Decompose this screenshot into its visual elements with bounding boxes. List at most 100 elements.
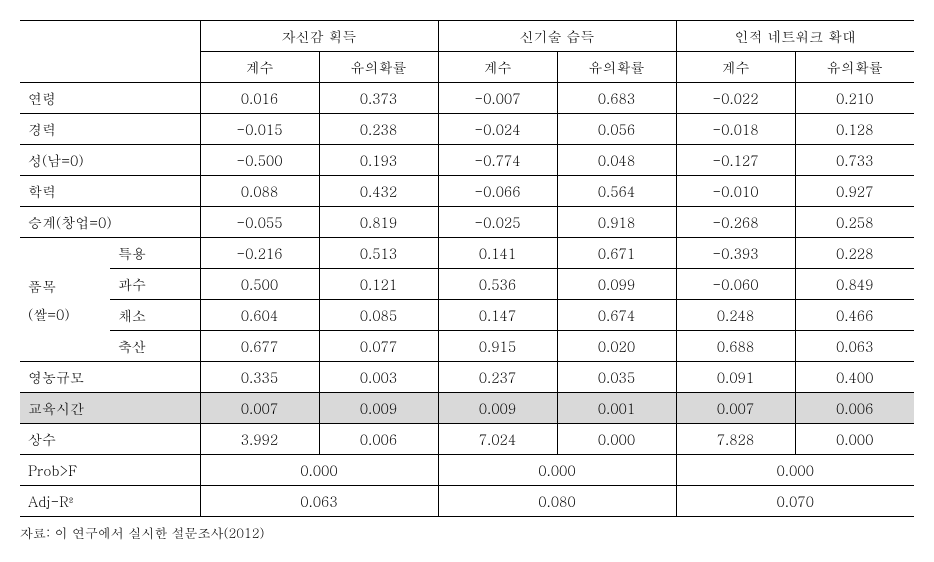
cell: 0.020 bbox=[557, 331, 676, 362]
cell: 0.007 bbox=[200, 393, 319, 424]
cell: 0.536 bbox=[438, 269, 557, 300]
cell: 0.248 bbox=[676, 300, 795, 331]
row-group-label-2: (쌀=0) bbox=[20, 300, 110, 362]
cell: -0.055 bbox=[200, 207, 319, 238]
cell: 0.006 bbox=[795, 393, 914, 424]
row-label: 영농규모 bbox=[20, 362, 200, 393]
row-sublabel: 채소 bbox=[110, 300, 200, 331]
cell: 0.000 bbox=[795, 424, 914, 455]
cell: 3.992 bbox=[200, 424, 319, 455]
cell: 0.000 bbox=[438, 455, 676, 486]
cell: 0.009 bbox=[319, 393, 438, 424]
row-label: Prob>F bbox=[20, 455, 200, 486]
cell: 0.016 bbox=[200, 83, 319, 114]
cell: 0.085 bbox=[319, 300, 438, 331]
header-pval-1: 유의확률 bbox=[319, 52, 438, 83]
row-group-label-1: 품목 bbox=[20, 238, 110, 300]
cell: 0.918 bbox=[557, 207, 676, 238]
cell: 0.674 bbox=[557, 300, 676, 331]
cell: 0.141 bbox=[438, 238, 557, 269]
table-row: Adj-R² 0.063 0.080 0.070 bbox=[20, 486, 914, 517]
header-coef-3: 계수 bbox=[676, 52, 795, 83]
cell: 0.683 bbox=[557, 83, 676, 114]
row-label: 학력 bbox=[20, 176, 200, 207]
table-row: Prob>F 0.000 0.000 0.000 bbox=[20, 455, 914, 486]
cell: 0.210 bbox=[795, 83, 914, 114]
cell: -0.500 bbox=[200, 145, 319, 176]
header-pval-2: 유의확률 bbox=[557, 52, 676, 83]
cell: 0.128 bbox=[795, 114, 914, 145]
row-label: 상수 bbox=[20, 424, 200, 455]
table-row: 상수 3.992 0.006 7.024 0.000 7.828 0.000 bbox=[20, 424, 914, 455]
cell: 0.604 bbox=[200, 300, 319, 331]
cell: 0.077 bbox=[319, 331, 438, 362]
cell: 0.063 bbox=[200, 486, 438, 517]
cell: 0.080 bbox=[438, 486, 676, 517]
table-row: 성(남=0) -0.500 0.193 -0.774 0.048 -0.127 … bbox=[20, 145, 914, 176]
cell: 0.063 bbox=[795, 331, 914, 362]
cell: 0.007 bbox=[676, 393, 795, 424]
header-coef-2: 계수 bbox=[438, 52, 557, 83]
cell: -0.010 bbox=[676, 176, 795, 207]
row-sublabel: 과수 bbox=[110, 269, 200, 300]
cell: 0.147 bbox=[438, 300, 557, 331]
row-label: 승계(창업=0) bbox=[20, 207, 200, 238]
cell: 0.091 bbox=[676, 362, 795, 393]
table-row: 축산 0.677 0.077 0.915 0.020 0.688 0.063 bbox=[20, 331, 914, 362]
cell: 0.088 bbox=[200, 176, 319, 207]
header-blank bbox=[20, 21, 200, 83]
cell: -0.022 bbox=[676, 83, 795, 114]
cell: 0.466 bbox=[795, 300, 914, 331]
header-coef-1: 계수 bbox=[200, 52, 319, 83]
cell: -0.393 bbox=[676, 238, 795, 269]
cell: 0.927 bbox=[795, 176, 914, 207]
cell: -0.127 bbox=[676, 145, 795, 176]
header-group-2: 신기술 습득 bbox=[438, 21, 676, 52]
header-group-1: 자신감 획득 bbox=[200, 21, 438, 52]
cell: 0.500 bbox=[200, 269, 319, 300]
cell: 0.373 bbox=[319, 83, 438, 114]
cell: 0.001 bbox=[557, 393, 676, 424]
cell: -0.024 bbox=[438, 114, 557, 145]
cell: 0.000 bbox=[676, 455, 914, 486]
cell: 0.121 bbox=[319, 269, 438, 300]
cell: 0.671 bbox=[557, 238, 676, 269]
cell: 0.099 bbox=[557, 269, 676, 300]
cell: 0.677 bbox=[200, 331, 319, 362]
row-label: 교육시간 bbox=[20, 393, 200, 424]
cell: 0.688 bbox=[676, 331, 795, 362]
cell: 0.056 bbox=[557, 114, 676, 145]
row-label: 경력 bbox=[20, 114, 200, 145]
header-row-1: 자신감 획득 신기술 습득 인적 네트워크 확대 bbox=[20, 21, 914, 52]
header-group-3: 인적 네트워크 확대 bbox=[676, 21, 914, 52]
cell: -0.025 bbox=[438, 207, 557, 238]
cell: 7.828 bbox=[676, 424, 795, 455]
table-row-highlighted: 교육시간 0.007 0.009 0.009 0.001 0.007 0.006 bbox=[20, 393, 914, 424]
row-sublabel: 특용 bbox=[110, 238, 200, 269]
data-table: 자신감 획득 신기술 습득 인적 네트워크 확대 계수 유의확률 계수 유의확률… bbox=[20, 20, 914, 517]
cell: -0.268 bbox=[676, 207, 795, 238]
cell: -0.060 bbox=[676, 269, 795, 300]
cell: 0.237 bbox=[438, 362, 557, 393]
row-label: 성(남=0) bbox=[20, 145, 200, 176]
cell: 0.258 bbox=[795, 207, 914, 238]
regression-table: 자신감 획득 신기술 습득 인적 네트워크 확대 계수 유의확률 계수 유의확률… bbox=[20, 20, 914, 542]
cell: 0.432 bbox=[319, 176, 438, 207]
cell: 0.009 bbox=[438, 393, 557, 424]
table-row: 경력 -0.015 0.238 -0.024 0.056 -0.018 0.12… bbox=[20, 114, 914, 145]
cell: 0.000 bbox=[200, 455, 438, 486]
cell: 0.070 bbox=[676, 486, 914, 517]
cell: 0.733 bbox=[795, 145, 914, 176]
cell: 0.003 bbox=[319, 362, 438, 393]
cell: -0.015 bbox=[200, 114, 319, 145]
cell: 0.915 bbox=[438, 331, 557, 362]
cell: 0.193 bbox=[319, 145, 438, 176]
cell: -0.774 bbox=[438, 145, 557, 176]
cell: 0.400 bbox=[795, 362, 914, 393]
table-footnote: 자료: 이 연구에서 실시한 설문조사(2012) bbox=[20, 517, 914, 542]
table-row: 연령 0.016 0.373 -0.007 0.683 -0.022 0.210 bbox=[20, 83, 914, 114]
cell: 0.048 bbox=[557, 145, 676, 176]
table-row: (쌀=0) 채소 0.604 0.085 0.147 0.674 0.248 0… bbox=[20, 300, 914, 331]
row-sublabel: 축산 bbox=[110, 331, 200, 362]
cell: 0.006 bbox=[319, 424, 438, 455]
